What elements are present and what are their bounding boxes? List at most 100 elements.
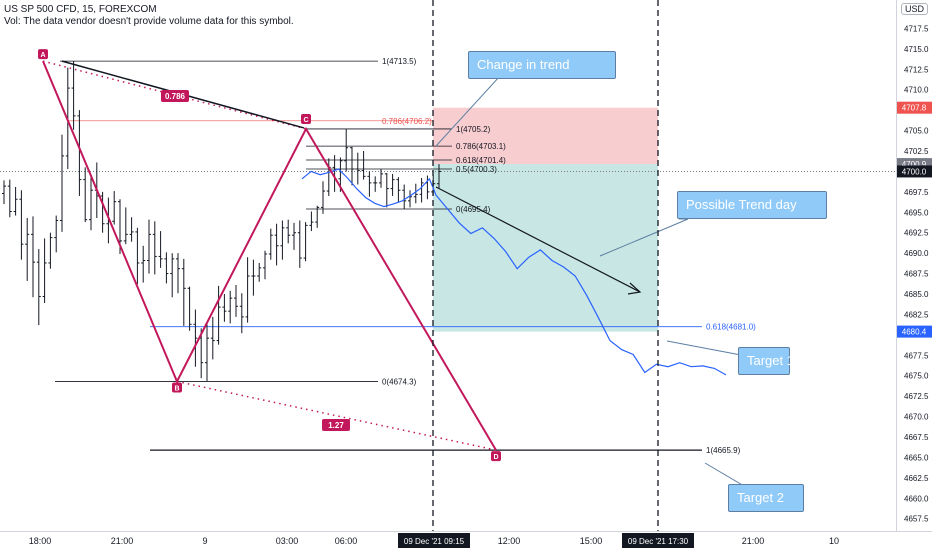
x-tick-label: 06:00 [335, 536, 358, 546]
ohlc-bar[interactable] [355, 152, 360, 185]
y-tick-label: 4660.0 [904, 494, 929, 503]
stop-loss-zone[interactable] [433, 107, 658, 165]
ohlc-bar[interactable] [147, 219, 151, 274]
ohlc-bar[interactable] [158, 231, 163, 268]
ohlc-bar[interactable] [152, 221, 157, 275]
callout-target-1[interactable]: Target 1 [738, 347, 794, 375]
ohlc-bar[interactable] [89, 176, 93, 231]
ohlc-bar[interactable] [100, 191, 105, 233]
ohlc-bar[interactable] [268, 228, 273, 260]
ohlc-bar[interactable] [71, 61, 76, 130]
currency-button[interactable]: USD [900, 3, 928, 15]
fib-level-label: 0(4695.4) [456, 205, 491, 214]
ohlc-bar[interactable] [193, 309, 198, 367]
ohlc-bar[interactable] [25, 218, 30, 281]
ohlc-bar[interactable] [216, 285, 221, 345]
ohlc-bar[interactable] [135, 227, 140, 285]
callout-possible-trend-day[interactable]: Possible Trend day [677, 191, 827, 219]
ohlc-bar[interactable] [60, 134, 64, 232]
ohlc-bar[interactable] [181, 258, 186, 326]
price-badge-label: 4680.4 [902, 328, 927, 337]
ohlc-bar[interactable] [234, 285, 238, 317]
price-badge [897, 165, 932, 178]
ohlc-bar[interactable] [257, 262, 262, 282]
ohlc-bar[interactable] [350, 146, 354, 186]
ohlc-bar[interactable] [42, 238, 47, 304]
ohlc-bar[interactable] [77, 110, 82, 196]
ohlc-bar[interactable] [7, 179, 12, 218]
ohlc-bar[interactable] [239, 293, 244, 334]
ohlc-bar[interactable] [228, 290, 233, 324]
ohlc-bar[interactable] [280, 220, 285, 260]
ohlc-bar[interactable] [396, 177, 401, 203]
point-marker[interactable] [172, 382, 182, 393]
ohlc-bar[interactable] [2, 180, 6, 205]
profit-target-zone[interactable] [433, 164, 658, 332]
ohlc-bar[interactable] [205, 321, 209, 382]
ohlc-bar[interactable] [413, 183, 418, 204]
fib-level-label: 0.618(4701.4) [456, 156, 506, 165]
ohlc-bar[interactable] [222, 294, 227, 322]
y-tick-label: 4670.0 [904, 413, 929, 422]
ohlc-bar[interactable] [402, 184, 407, 210]
ohlc-bar[interactable] [48, 232, 53, 269]
ohlc-bar[interactable] [379, 168, 383, 188]
ohlc-bar[interactable] [321, 181, 325, 214]
ohlc-bar[interactable] [54, 215, 59, 253]
ohlc-bar[interactable] [274, 223, 279, 266]
ohlc-bar[interactable] [83, 167, 88, 223]
ohlc-bar[interactable] [36, 249, 41, 326]
ohlc-bar[interactable] [419, 177, 424, 203]
trend-arrow[interactable] [435, 186, 641, 293]
point-marker[interactable] [38, 49, 48, 60]
ohlc-bar[interactable] [408, 190, 412, 208]
ohlc-bar[interactable] [286, 219, 291, 244]
ohlc-bar[interactable] [437, 164, 441, 189]
ohlc-bar[interactable] [297, 220, 302, 268]
y-tick-label: 4657.5 [904, 515, 929, 524]
callout-change-in-trend[interactable]: Change in trend [468, 51, 616, 79]
ohlc-bar[interactable] [367, 171, 372, 197]
y-tick-label: 4665.0 [904, 453, 929, 462]
symbol-title[interactable]: US SP 500 CFD, 15, FOREXCOM [4, 4, 157, 15]
ohlc-bar[interactable] [164, 252, 169, 284]
ohlc-bar[interactable] [245, 257, 250, 323]
ohlc-bar[interactable] [129, 217, 134, 242]
price-badge-label: 4700.9 [902, 160, 927, 169]
ohlc-bar[interactable] [263, 250, 267, 280]
ohlc-bar[interactable] [251, 259, 256, 296]
point-marker[interactable] [491, 451, 501, 462]
callout-target-2[interactable]: Target 2 [728, 484, 804, 512]
y-tick-label: 4690.0 [904, 249, 929, 258]
ohlc-bar[interactable] [384, 173, 389, 208]
ratio-badge-label: 0.786 [165, 92, 186, 101]
ohlc-bar[interactable] [123, 207, 128, 245]
ohlc-bar[interactable] [141, 245, 146, 283]
ohlc-bar[interactable] [187, 286, 192, 331]
ohlc-bar[interactable] [303, 222, 308, 262]
ohlc-bar[interactable] [210, 316, 215, 360]
price-badge [897, 325, 932, 338]
ohlc-bar[interactable] [309, 211, 314, 232]
ohlc-bar[interactable] [176, 253, 180, 294]
time-marker-label: 09 Dec '21 09:15 [404, 537, 465, 546]
ohlc-bar[interactable] [19, 190, 24, 260]
ohlc-bar[interactable] [315, 205, 320, 228]
ohlc-bar[interactable] [31, 216, 35, 298]
price-scale[interactable] [897, 0, 932, 550]
projection-path[interactable] [301, 168, 727, 376]
ohlc-bar[interactable] [13, 186, 18, 216]
ohlc-bar[interactable] [373, 176, 378, 192]
y-tick-label: 4705.0 [904, 127, 929, 136]
ohlc-bar[interactable] [344, 128, 349, 172]
point-marker[interactable] [301, 113, 311, 124]
ohlc-bar[interactable] [361, 151, 366, 180]
ohlc-bar[interactable] [390, 173, 395, 196]
harmonic-pattern-legs[interactable] [42, 60, 497, 451]
ohlc-bar[interactable] [112, 191, 117, 225]
ohlc-bar[interactable] [170, 253, 175, 298]
ohlc-bar[interactable] [292, 222, 296, 250]
x-tick-label: 03:00 [276, 536, 299, 546]
